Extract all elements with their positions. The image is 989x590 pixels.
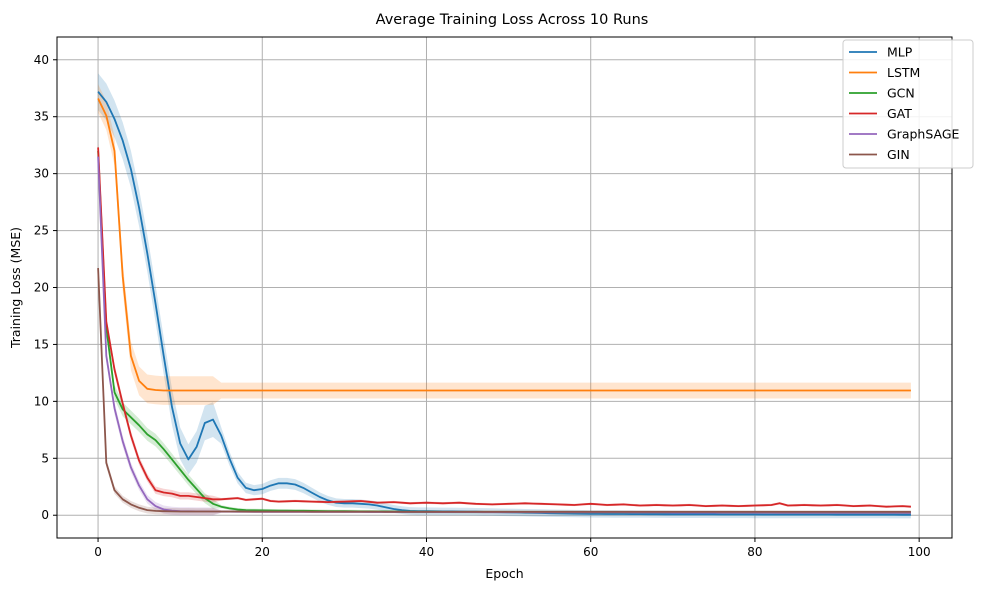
legend-label-gat: GAT [887, 106, 912, 121]
y-tick-label: 25 [34, 224, 49, 238]
x-tick-label: 80 [747, 545, 762, 559]
legend: MLP LSTM GCN GAT GraphSAGE GIN [842, 39, 974, 169]
y-tick-label: 20 [34, 281, 49, 295]
legend-label-lstm: LSTM [887, 65, 920, 80]
y-tick-label: 40 [34, 53, 49, 67]
x-axis-label: Epoch [485, 566, 523, 581]
series-line-gin [97, 268, 911, 513]
series-lines [97, 91, 911, 516]
y-tick-label: 5 [41, 451, 49, 465]
legend-label-gin: GIN [887, 147, 910, 162]
x-axis-ticks: 0 20 40 60 80 100 [94, 538, 931, 559]
y-axis-ticks: 0 5 10 15 20 25 30 35 40 [34, 53, 57, 522]
x-tick-label: 40 [419, 545, 434, 559]
y-tick-label: 10 [34, 394, 49, 408]
x-tick-label: 60 [583, 545, 598, 559]
x-tick-label: 0 [94, 545, 102, 559]
y-tick-label: 30 [34, 167, 49, 181]
x-tick-label: 100 [908, 545, 931, 559]
legend-label-graphsage: GraphSAGE [887, 127, 960, 142]
series-line-gat [97, 147, 911, 508]
legend-label-mlp: MLP [887, 45, 913, 60]
y-axis-label: Training Loss (MSE) [8, 227, 23, 349]
grid-lines [57, 37, 952, 538]
legend-label-gcn: GCN [887, 86, 915, 101]
chart-title: Average Training Loss Across 10 Runs [376, 12, 649, 28]
series-line-lstm [97, 98, 911, 392]
x-tick-label: 20 [255, 545, 270, 559]
y-tick-label: 35 [34, 110, 49, 124]
y-tick-label: 15 [34, 337, 49, 351]
y-tick-label: 0 [41, 508, 49, 522]
